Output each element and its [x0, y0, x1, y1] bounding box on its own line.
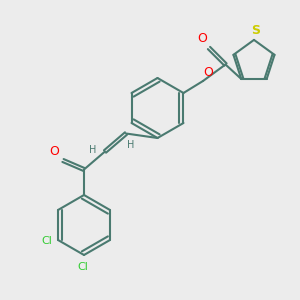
Text: H: H [128, 140, 135, 150]
Text: O: O [198, 32, 208, 45]
Text: O: O [204, 66, 214, 79]
Text: H: H [89, 145, 97, 155]
Text: Cl: Cl [42, 236, 52, 247]
Text: S: S [251, 24, 260, 37]
Text: Cl: Cl [77, 262, 88, 272]
Text: O: O [50, 145, 59, 158]
